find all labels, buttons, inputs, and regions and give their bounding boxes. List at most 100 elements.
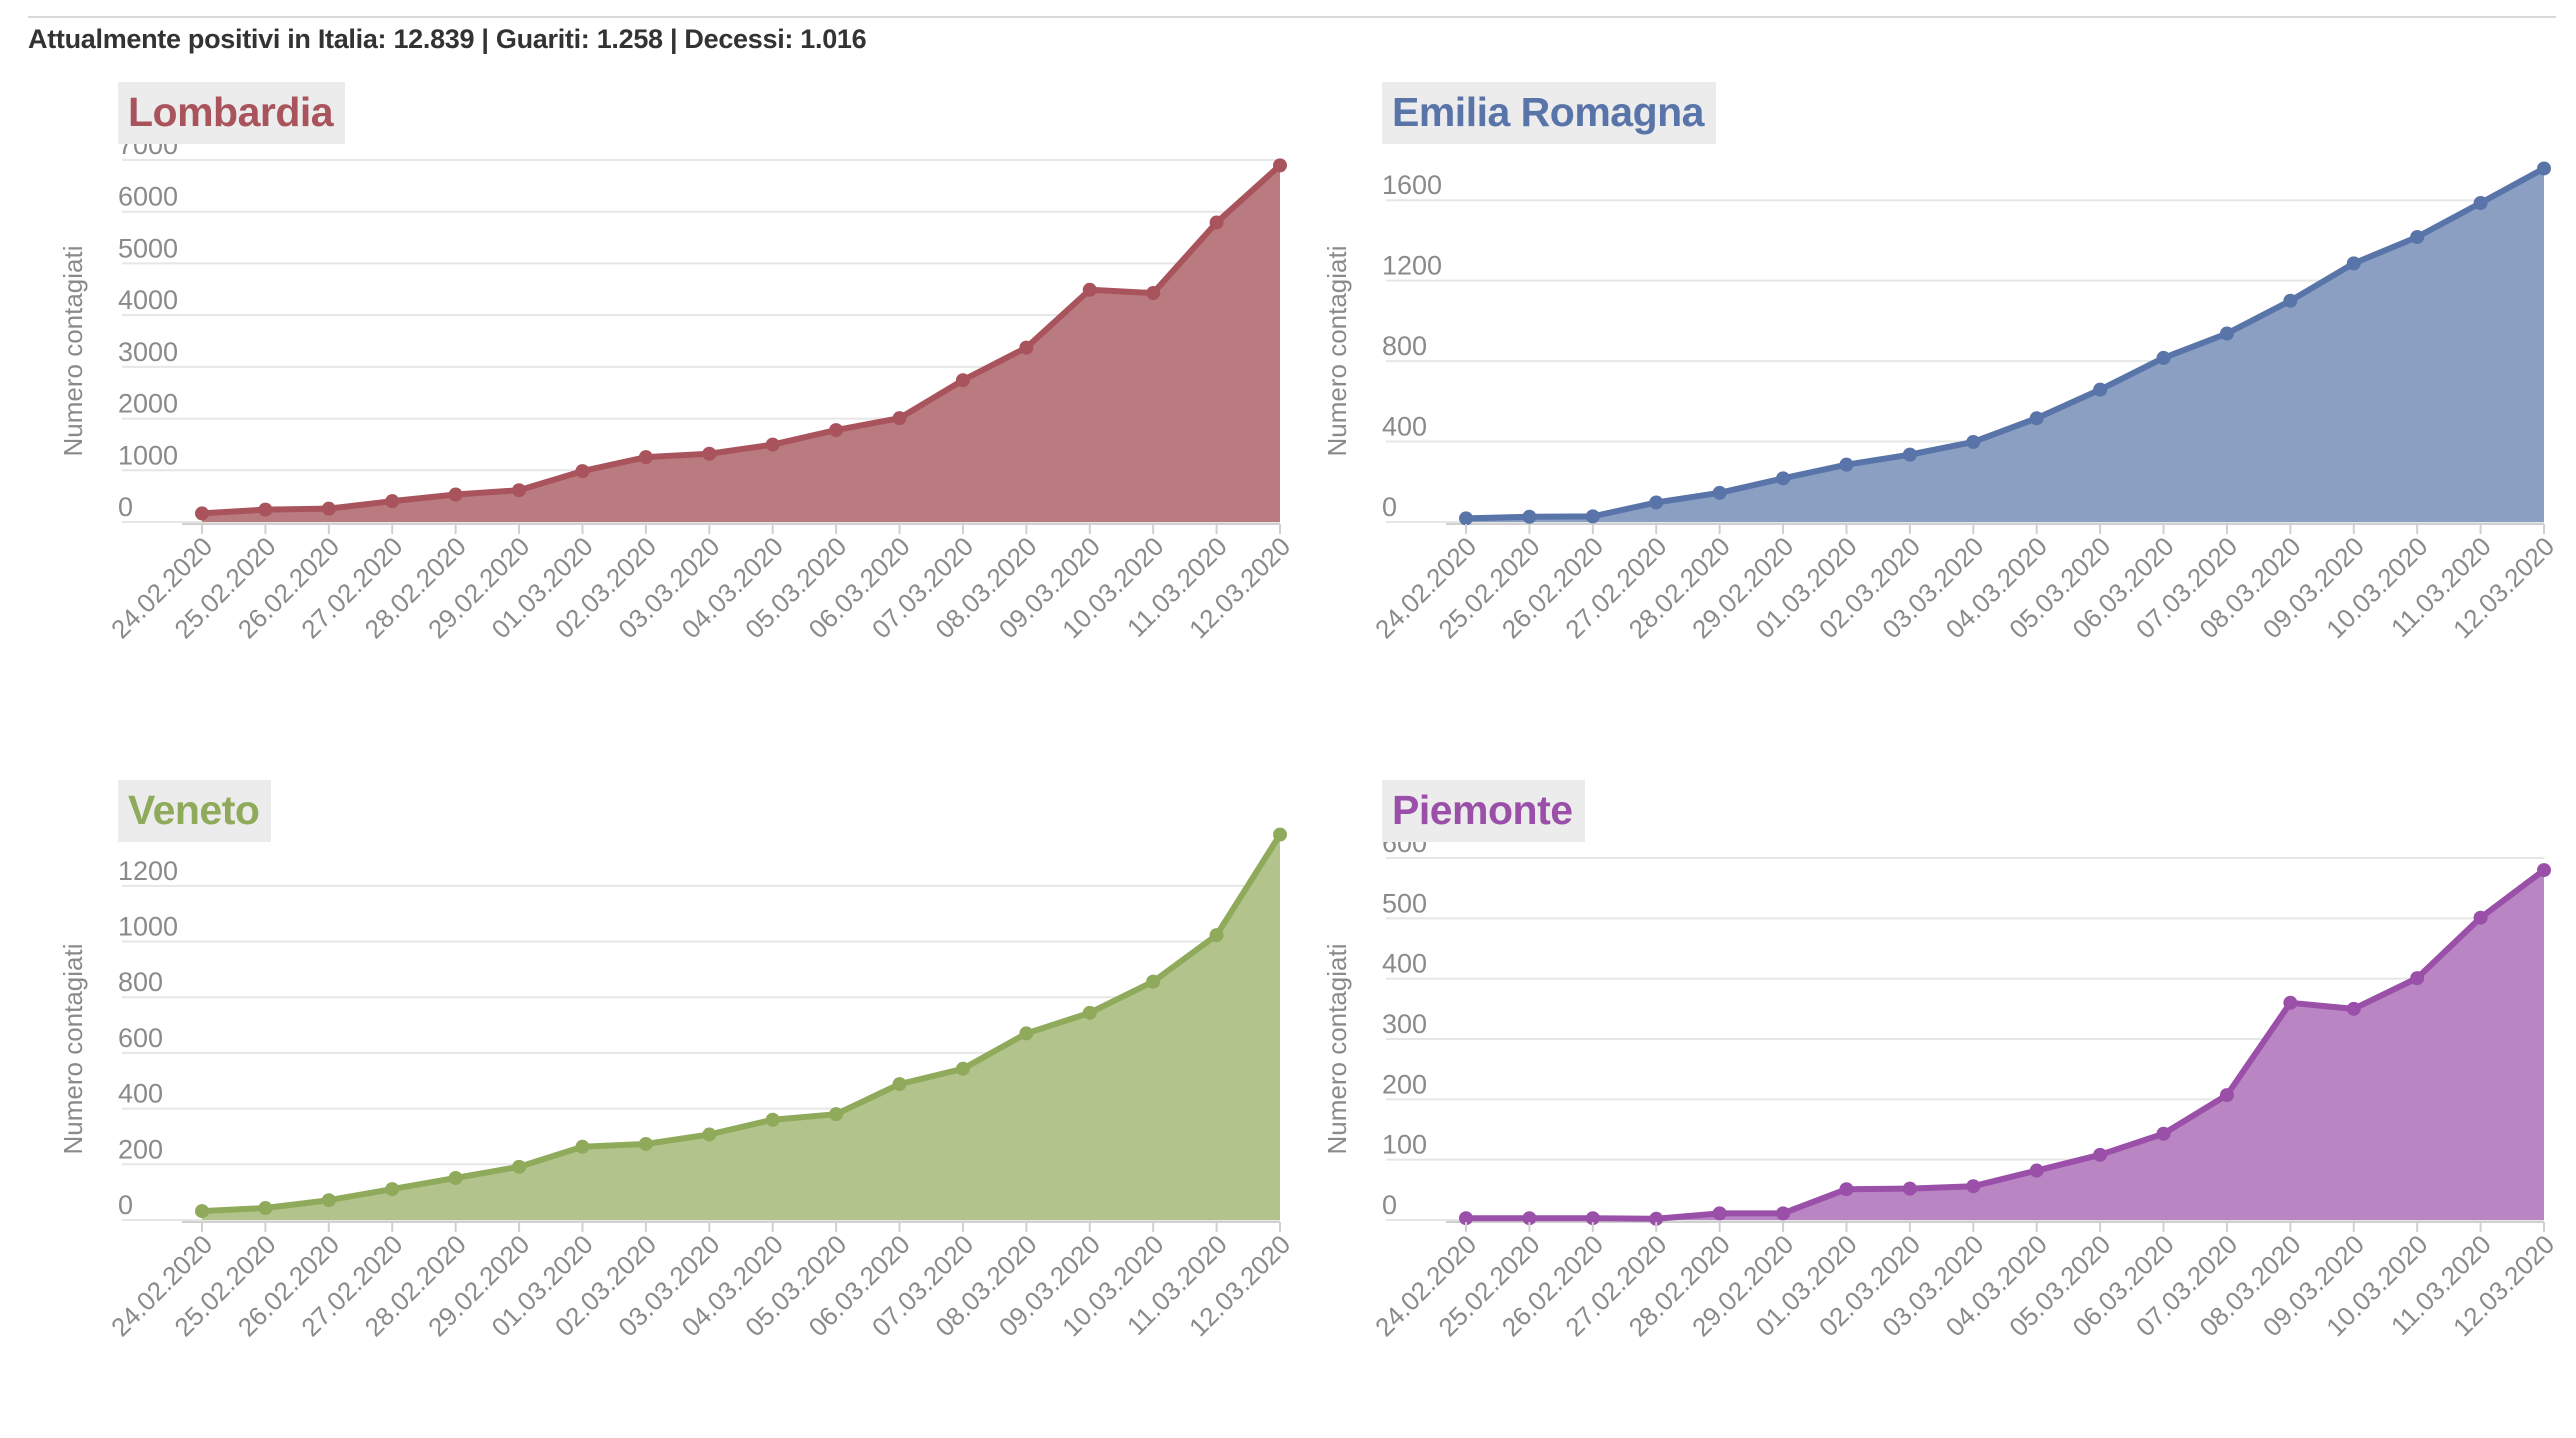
lombardia-ylabel: Numero contagiati (58, 246, 88, 457)
lombardia-data-point[interactable] (321, 501, 336, 516)
veneto-data-point[interactable] (575, 1139, 590, 1154)
lombardia-data-point[interactable] (1209, 215, 1224, 230)
lombardia-data-point[interactable] (1082, 282, 1097, 297)
emilia-romagna-data-point[interactable] (1649, 495, 1664, 510)
veneto-data-point[interactable] (829, 1107, 844, 1122)
emilia-romagna-data-point[interactable] (1459, 511, 1473, 526)
emilia-romagna-data-point[interactable] (1902, 447, 1917, 462)
emilia-romagna-data-point[interactable] (2093, 382, 2108, 397)
emilia-romagna-data-point[interactable] (1776, 471, 1791, 486)
piemonte-data-point[interactable] (2156, 1126, 2171, 1141)
piemonte-data-point[interactable] (1649, 1211, 1664, 1226)
lombardia-data-point[interactable] (385, 494, 400, 509)
emilia-romagna-ytick-label: 1200 (1382, 251, 1442, 281)
top-divider (28, 16, 2556, 18)
emilia-romagna-data-point[interactable] (2219, 326, 2234, 341)
lombardia-data-point[interactable] (765, 437, 780, 452)
piemonte-data-point[interactable] (2410, 971, 2425, 986)
veneto-data-point[interactable] (448, 1170, 463, 1185)
piemonte-data-point[interactable] (2473, 910, 2488, 925)
emilia-romagna-data-point[interactable] (1966, 434, 1981, 449)
veneto-data-point[interactable] (258, 1201, 273, 1216)
lombardia-data-point[interactable] (955, 373, 970, 388)
emilia-romagna-data-point[interactable] (1522, 509, 1537, 524)
lombardia-data-point[interactable] (638, 450, 653, 465)
piemonte-data-point[interactable] (2219, 1088, 2234, 1103)
veneto-data-point[interactable] (321, 1193, 336, 1208)
veneto-data-point[interactable] (1082, 1005, 1097, 1020)
piemonte-data-point[interactable] (2283, 995, 2298, 1010)
piemonte-series-line (1466, 867, 2546, 1222)
veneto-data-point[interactable] (765, 1112, 780, 1127)
emilia-romagna-data-point[interactable] (2537, 161, 2551, 176)
emilia-romagna-data-point[interactable] (1585, 509, 1600, 524)
chart-emilia-romagna: 0 400 800 1200 1600 Numero contagiati 24.02.20… (1284, 70, 2564, 740)
lombardia-data-point[interactable] (195, 506, 209, 521)
piemonte-data-point[interactable] (1966, 1179, 1981, 1194)
veneto-ytick-label: 600 (118, 1023, 163, 1053)
chart-piemonte: 0 100 200 300 400 500 600 Numero contagiati 24.0… (1284, 768, 2564, 1438)
veneto-ytick-label: 800 (118, 967, 163, 997)
lombardia-data-point[interactable] (892, 411, 907, 426)
emilia-romagna-data-point[interactable] (2473, 196, 2488, 211)
emilia-romagna-ytick-label: 400 (1382, 412, 1427, 442)
veneto-data-point[interactable] (1019, 1026, 1034, 1041)
emilia-romagna-ylabel: Numero contagiati (1322, 246, 1352, 457)
lombardia-data-point[interactable] (829, 423, 844, 438)
piemonte-ytick-label: 0 (1382, 1190, 1397, 1220)
veneto-data-point[interactable] (1273, 827, 1287, 842)
lombardia-data-point[interactable] (1019, 340, 1034, 355)
veneto-data-point[interactable] (1146, 974, 1161, 989)
emilia-romagna-area (1466, 168, 2544, 522)
chart-veneto: 0 200 400 600 800 1000 1200 Numero contagiati 24… (20, 768, 1300, 1438)
lombardia-series-line (201, 163, 1283, 517)
piemonte-data-point[interactable] (2029, 1163, 2044, 1178)
veneto-data-point[interactable] (638, 1136, 653, 1151)
emilia-romagna-data-point[interactable] (2346, 256, 2361, 271)
lombardia-data-point[interactable] (512, 483, 527, 498)
veneto-series-line (201, 833, 1283, 1215)
veneto-data-point[interactable] (512, 1159, 527, 1174)
piemonte-area (1466, 870, 2544, 1220)
veneto-data-point[interactable] (955, 1061, 970, 1076)
lombardia-data-point[interactable] (1273, 158, 1287, 173)
emilia-romagna-ytick-label: 0 (1382, 492, 1397, 522)
piemonte-data-point[interactable] (2537, 863, 2551, 878)
lombardia-data-point[interactable] (575, 464, 590, 479)
emilia-romagna-data-point[interactable] (1839, 457, 1854, 472)
piemonte-ylabel: Numero contagiati (1322, 944, 1352, 1155)
lombardia-area (202, 165, 1280, 522)
emilia-romagna-data-point[interactable] (2156, 350, 2171, 365)
piemonte-data-point[interactable] (1459, 1211, 1473, 1226)
lombardia-ytick-label: 2000 (118, 389, 178, 419)
veneto-data-point[interactable] (195, 1204, 209, 1219)
emilia-romagna-series-line (1465, 165, 2546, 522)
piemonte-data-point[interactable] (1522, 1211, 1537, 1226)
piemonte-data-point[interactable] (1776, 1206, 1791, 1221)
piemonte-data-point[interactable] (1712, 1206, 1727, 1221)
veneto-data-point[interactable] (702, 1127, 717, 1142)
piemonte-data-point[interactable] (2346, 1001, 2361, 1016)
emilia-romagna-data-point[interactable] (1712, 485, 1727, 500)
lombardia-data-point[interactable] (1146, 286, 1161, 301)
emilia-romagna-data-point[interactable] (2410, 230, 2425, 245)
lombardia-data-point[interactable] (258, 502, 273, 517)
emilia-romagna-data-point[interactable] (2029, 411, 2044, 426)
lombardia-data-point[interactable] (702, 446, 717, 461)
veneto-ytick-label: 400 (118, 1079, 163, 1109)
veneto-ylabel: Numero contagiati (58, 944, 88, 1155)
piemonte-data-point[interactable] (1839, 1182, 1854, 1197)
veneto-ytick-label: 1200 (118, 856, 178, 886)
piemonte-data-point[interactable] (2093, 1147, 2108, 1162)
emilia-romagna-data-point[interactable] (2283, 293, 2298, 308)
lombardia-ytick-label: 4000 (118, 285, 178, 315)
piemonte-data-point[interactable] (1585, 1211, 1600, 1226)
veneto-data-point[interactable] (1209, 928, 1224, 943)
piemonte-data-point[interactable] (1902, 1181, 1917, 1196)
veneto-data-point[interactable] (385, 1182, 400, 1197)
veneto-data-point[interactable] (892, 1077, 907, 1092)
summary-line: Attualmente positivi in Italia: 12.839 |… (28, 24, 867, 54)
lombardia-data-point[interactable] (448, 487, 463, 502)
